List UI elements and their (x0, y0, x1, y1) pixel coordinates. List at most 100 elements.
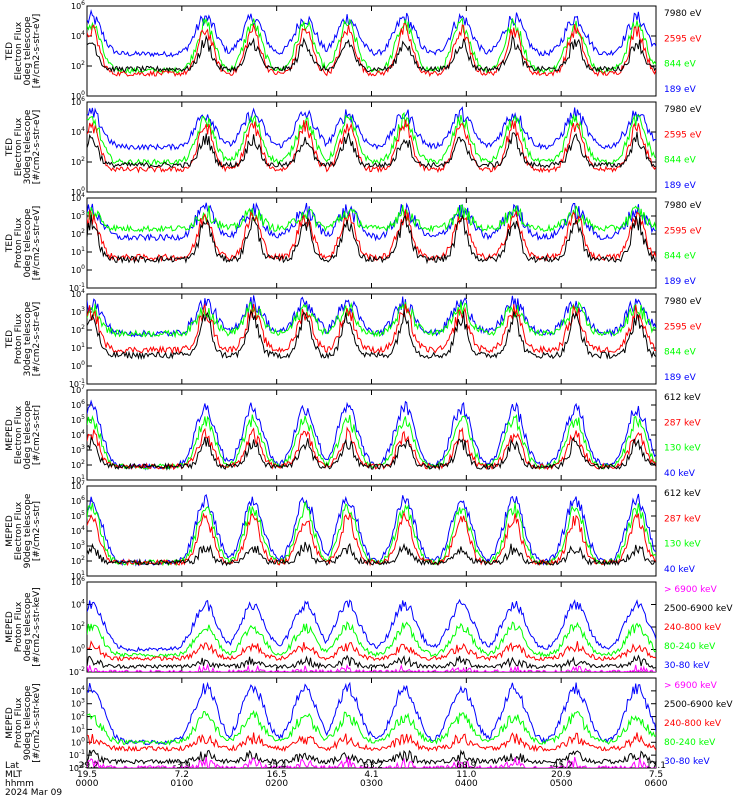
series-line-80-240-kev (87, 621, 656, 659)
series-line-40-kev (87, 399, 656, 471)
y-axis-label: 90deg telescope (23, 685, 33, 760)
x-tick-label-mlt: 7.5 (649, 770, 663, 780)
legend-entry: 612 keV (664, 393, 701, 403)
y-tick-label: 10-1 (69, 749, 85, 760)
series-line-844-ev (87, 112, 656, 166)
series-line-130-kev (87, 413, 656, 471)
series-line-844-ev (87, 204, 656, 233)
series-line-844-ev (87, 301, 656, 339)
y-axis-label: TED (5, 42, 15, 61)
legend-entry: 844 eV (664, 252, 697, 262)
y-axis-label: MEPED (5, 419, 15, 451)
x-row-label-lat: Lat (5, 761, 20, 771)
x-tick-label-hhmm: 0500 (550, 779, 573, 789)
y-tick-label: 104 (71, 30, 85, 41)
y-axis-label: 30deg telescope (23, 301, 33, 376)
y-tick-label: 100 (71, 186, 85, 197)
y-tick-label: 103 (71, 210, 85, 221)
y-tick-label: 106 (71, 0, 85, 11)
series-line-189-ev (87, 9, 656, 58)
x-tick-label-mlt: 16.5 (267, 770, 287, 780)
x-tick-label-mlt: 7.2 (175, 770, 189, 780)
y-tick-label: 102 (71, 156, 85, 167)
series-line-189-ev (87, 202, 656, 242)
x-tick-label-lat: 68.9 (456, 761, 476, 771)
y-axis-label: Electron Flux (14, 501, 24, 560)
legend-entry: 7980 eV (664, 105, 702, 115)
legend-entry: 2500-6900 keV (664, 604, 733, 614)
legend-entry: 30-80 keV (664, 661, 710, 671)
y-tick-label: 106 (71, 495, 85, 506)
y-tick-label: 105 (71, 414, 85, 425)
y-tick-label: 10-1 (69, 378, 85, 389)
legend-entry: 7980 eV (664, 9, 702, 19)
y-axis-label: TED (5, 138, 15, 157)
y-axis-label: TED (5, 330, 15, 349)
y-axis-label: MEPED (5, 707, 15, 739)
x-tick-label-mlt: 19.5 (77, 770, 97, 780)
y-axis-label: 30deg telescope (23, 109, 33, 184)
panels: 100 102 104 106 TED Electron Flux 0deg telesco… (5, 0, 733, 773)
legend-entry: 130 keV (664, 444, 701, 454)
legend-entry: 844 eV (664, 348, 697, 358)
legend-entry: 40 keV (664, 469, 696, 479)
traces (87, 399, 656, 471)
series-line-7980-ev (87, 131, 656, 169)
legend-entry: 30-80 keV (664, 757, 710, 767)
series-line--6900-kev (87, 663, 656, 672)
legend-entry: 189 eV (664, 181, 697, 191)
x-tick-label-mlt: 20.9 (551, 770, 571, 780)
series-line-2595-ev (87, 119, 656, 174)
x-tick-label-hhmm: 0100 (170, 779, 193, 789)
y-axis-label: [#/cm2-s-str-eV] (32, 206, 42, 281)
y-tick-label: 102 (71, 711, 85, 722)
y-tick-label: 104 (71, 685, 85, 696)
traces (87, 681, 656, 768)
y-axis-label: 0deg telescope (23, 208, 33, 278)
panel-1: 100 102 104 106 TED Electron Flux 0deg telesco… (5, 0, 702, 101)
legend-entry: 189 eV (664, 373, 697, 383)
legend-entry: 2595 eV (664, 226, 702, 236)
series-line-189-ev (87, 106, 656, 152)
y-axis-label: [#/cm2-s-str-eV] (32, 14, 42, 89)
series-line-240-800-kev (87, 640, 656, 662)
y-tick-label: 10-2 (69, 762, 85, 773)
y-tick-label: 100 (71, 264, 85, 275)
x-tick-label-mlt: 11.0 (456, 770, 476, 780)
y-tick-label: 106 (71, 399, 85, 410)
y-tick-label: 102 (71, 459, 85, 470)
legend-entry: 2595 eV (664, 322, 702, 332)
x-tick-label-mlt: 4.1 (364, 770, 378, 780)
x-tick-label-lat: -29.2 (75, 761, 98, 771)
panel-3: 10-1 100 101 102 103 104 TED Proton Flux 0deg te… (5, 192, 702, 293)
y-tick-label: 107 (71, 480, 85, 491)
x-tick-label-lat: 17.1 (646, 761, 666, 771)
y-tick-label: 103 (71, 444, 85, 455)
y-axis-label: Proton Flux (14, 601, 24, 652)
y-axis-label: Proton Flux (14, 217, 24, 268)
legend-entry: 844 eV (664, 156, 697, 166)
y-tick-label: 103 (71, 698, 85, 709)
panel-4: 10-1 100 101 102 103 104 TED Proton Flux 30deg t… (5, 288, 702, 389)
x-row-label-hhmm: hhmm (5, 779, 34, 789)
x-tick-label-lat: -63.2 (360, 761, 383, 771)
legend-entry: 287 keV (664, 418, 701, 428)
y-tick-label: 102 (71, 621, 85, 632)
y-axis-label: [#/cm2-s-str-eV] (32, 302, 42, 377)
traces (87, 598, 656, 672)
panel-5: 101 102 103 104 105 106 107 MEPED Electron Flux 0… (5, 384, 701, 485)
legend-entry: 40 keV (664, 565, 696, 575)
traces (87, 106, 656, 174)
y-axis-label: [#/cm2-s-str] (32, 405, 42, 465)
y-axis-label: [#/cm2-s-str-keV] (32, 587, 42, 666)
y-tick-label: 102 (71, 555, 85, 566)
y-axis-label: 90deg telescope (23, 493, 33, 568)
y-axis-label: MEPED (5, 611, 15, 643)
legend-entry: 2500-6900 keV (664, 700, 733, 710)
traces (87, 295, 656, 361)
y-tick-label: 103 (71, 540, 85, 551)
y-tick-label: 104 (71, 599, 85, 610)
legend-entry: 844 eV (664, 60, 697, 70)
